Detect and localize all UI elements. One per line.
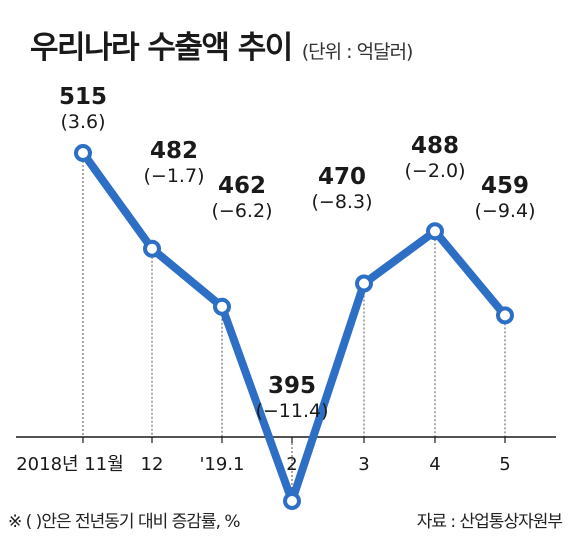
data-point bbox=[355, 274, 373, 293]
data-point bbox=[213, 297, 231, 316]
data-label-value: 395 bbox=[268, 373, 316, 399]
data-label-change: (−11.4) bbox=[255, 400, 328, 422]
data-label-value: 488 bbox=[411, 133, 459, 159]
chart-title: 우리나라 수출액 추이 bbox=[30, 30, 293, 66]
data-label-value: 462 bbox=[218, 173, 266, 199]
data-label-value: 459 bbox=[481, 173, 529, 199]
unit-label: (단위 : 억달러) bbox=[301, 41, 414, 63]
data-point bbox=[143, 239, 161, 258]
x-tick-label: 4 bbox=[429, 454, 440, 475]
data-point bbox=[496, 306, 514, 325]
data-label-value: 470 bbox=[318, 164, 366, 190]
x-tick-label: 5 bbox=[499, 454, 510, 475]
data-point bbox=[426, 222, 444, 241]
data-label-change: (−2.0) bbox=[405, 160, 466, 182]
data-label-value: 515 bbox=[59, 84, 107, 110]
x-tick-label: 12 bbox=[141, 454, 164, 475]
series-line bbox=[79, 149, 509, 505]
data-point bbox=[283, 492, 301, 510]
x-tick-label: 2 bbox=[286, 454, 297, 475]
x-tick-label: '19.1 bbox=[199, 454, 244, 475]
x-tick-label: 2018년 11월 bbox=[16, 454, 124, 475]
data-label-value: 482 bbox=[150, 138, 198, 164]
footnote: ※ ( )안은 전년동기 대비 증감률, % bbox=[8, 512, 241, 532]
data-point bbox=[74, 144, 92, 162]
data-label-change: (−1.7) bbox=[144, 165, 205, 187]
data-label-change: (−6.2) bbox=[212, 200, 273, 222]
source-note: 자료 : 산업통상자원부 bbox=[416, 512, 563, 532]
title-row: 우리나라 수출액 추이 (단위 : 억달러) bbox=[30, 22, 414, 67]
data-label-change: (−9.4) bbox=[475, 200, 536, 222]
data-label-change: (−8.3) bbox=[312, 191, 373, 213]
data-label-change: (3.6) bbox=[60, 111, 105, 133]
x-tick-label: 3 bbox=[358, 454, 369, 475]
